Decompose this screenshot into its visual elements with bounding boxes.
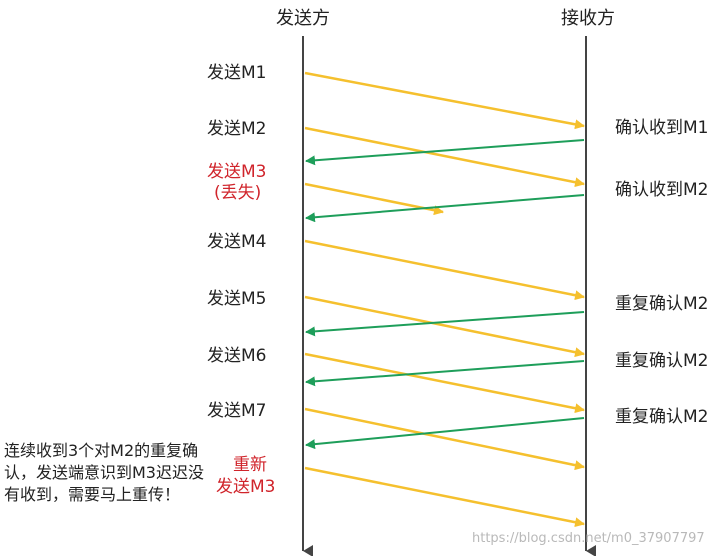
resend-label-line2: 发送M3 [216,477,276,497]
dup-ack-label-1: 重复确认M2 [615,294,709,314]
send-label-m5: 发送M5 [207,289,267,309]
send-label-m3: 发送M3 [207,162,267,182]
watermark: https://blog.csdn.net/m0_37907797 [472,531,705,546]
send-label-m4: 发送M4 [207,232,267,252]
dup-ack-label-3: 重复确认M2 [615,407,709,427]
resend-label-line1: 重新 [233,455,267,475]
dup-ack-arrow-3 [305,417,585,450]
send-arrow-m2 [304,126,585,188]
send-arrow-m5 [304,295,585,358]
ack-arrow-m2 [305,194,585,223]
send-arrow-m3-lost [304,182,444,216]
receiver-title: 接收方 [561,8,615,29]
ack-arrow-m1 [305,139,585,166]
dup-ack-arrow-1 [305,311,585,337]
send-label-m3-lost: (丢失) [214,183,262,203]
dup-ack-label-2: 重复确认M2 [615,351,709,371]
send-arrow-m4 [304,239,585,301]
dup-ack-arrow-2 [305,360,585,387]
sender-title: 发送方 [276,8,330,29]
send-label-m6: 发送M6 [207,346,267,366]
resend-arrow-m3 [304,466,585,528]
send-label-m2: 发送M2 [207,119,267,139]
side-note: 连续收到3个对M2的重复确认，发送端意识到M3迟迟没有收到，需要马上重传！ [4,441,204,504]
send-arrow-m1 [304,71,585,130]
ack-label-m2: 确认收到M2 [615,180,709,200]
send-arrow-m6 [304,352,585,414]
send-label-m7: 发送M7 [207,401,267,421]
ack-label-m1: 确认收到M1 [615,118,709,138]
send-arrow-m7 [304,407,585,471]
send-label-m1: 发送M1 [207,63,267,83]
